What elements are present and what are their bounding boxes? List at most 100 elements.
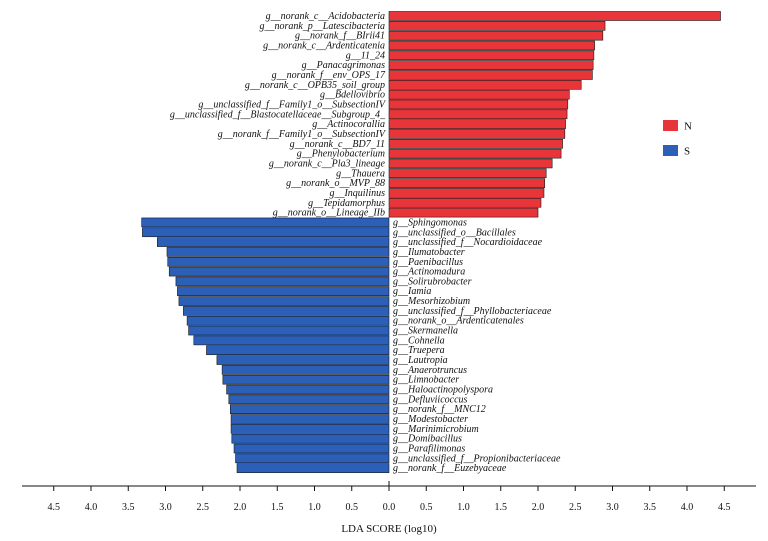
legend-label-S: S	[684, 146, 690, 158]
bar-S-23	[233, 443, 390, 454]
taxon-label: g__Sphingomonas	[393, 217, 467, 228]
bar-S-13	[206, 345, 390, 356]
bar-N-5	[388, 60, 594, 70]
bar-S-8	[178, 296, 390, 306]
bar-N-9	[388, 99, 569, 110]
bar-N-16	[388, 168, 547, 179]
taxon-labels-group: g__norank_c__Acidobacteriag__norank_p__L…	[170, 11, 561, 474]
taxon-label: g__norank_f__Euzebyaceae	[393, 463, 507, 474]
x-tick-label: 1.5	[495, 502, 508, 513]
bar-S-22	[231, 433, 390, 444]
x-tick-label: 1.0	[457, 502, 470, 513]
bar-S-10	[186, 315, 390, 326]
bar-S-12	[193, 335, 390, 346]
x-tick-label: 2.0	[234, 502, 247, 513]
bar-S-15	[221, 365, 390, 375]
x-tick-label: 2.5	[569, 502, 582, 513]
bar-S-16	[222, 374, 390, 385]
legend-swatch-S	[663, 145, 678, 156]
bar-N-12	[388, 129, 566, 139]
x-tick-label: 4.5	[718, 502, 731, 513]
bars-group	[141, 11, 721, 473]
taxon-label: g__norank_o__MVP_88	[286, 178, 385, 189]
taxon-label: g__unclassified_f__Phyllobacteriaceae	[393, 306, 552, 317]
taxon-label: g__Domibacillus	[393, 434, 462, 445]
bar-N-10	[388, 109, 568, 120]
bar-S-1	[142, 227, 390, 238]
taxon-label: g__Paenibacillus	[393, 257, 463, 268]
taxon-label: g__Phenylobacterium	[297, 149, 385, 160]
taxon-label: g__norank_f__env_OPS_17	[272, 70, 386, 81]
bar-S-20	[230, 414, 390, 424]
legend-swatch-N	[663, 120, 678, 131]
x-tick-label: 3.0	[159, 502, 172, 513]
bar-S-3	[166, 247, 390, 257]
taxon-label: g__unclassified_f__Nocardioidaceae	[393, 237, 543, 248]
x-tick-label: 0.5	[420, 502, 433, 513]
taxon-label: g__unclassified_f__Blastocatellaceae__Su…	[170, 109, 386, 120]
x-tick-label: 2.0	[532, 502, 545, 513]
x-axis-title: LDA SCORE (log10)	[341, 523, 437, 535]
bar-S-0	[141, 217, 390, 228]
x-axis: 4.5 4.0 3.5 3.0 2.5 2.0 1.5 1.0 0.5 0.0 0.5 1.0 1.5 2…	[22, 481, 756, 513]
taxon-label: g__Lautropia	[393, 355, 448, 366]
taxon-label: g__norank_f__BIrii41	[295, 31, 385, 42]
taxon-label: g__norank_c__Pla3_lineage	[269, 158, 386, 169]
bar-N-4	[388, 50, 595, 61]
taxon-label: g__Defluviicoccus	[393, 394, 468, 405]
x-tick-label: 2.5	[197, 502, 210, 513]
x-tick-label: 4.5	[48, 502, 61, 513]
taxon-label: g__Inquilinus	[329, 188, 385, 199]
bar-S-25	[236, 463, 390, 473]
taxon-label: g__Truepera	[393, 345, 445, 356]
x-tick-label: 3.5	[644, 502, 657, 513]
taxon-label: g__Haloactinopolyspora	[393, 385, 493, 396]
taxon-label: g__11_24	[346, 50, 385, 61]
bar-S-17	[226, 384, 390, 395]
taxon-label: g__Actinocorallia	[312, 119, 385, 130]
bar-N-14	[388, 148, 562, 159]
taxon-label: g__Mesorhizobium	[393, 296, 470, 307]
x-tick-label: 0.0	[383, 502, 396, 513]
taxon-label: g__Anaerotruncus	[393, 365, 467, 376]
bar-S-19	[230, 404, 390, 415]
taxon-label: g__Parafilimonas	[393, 444, 465, 455]
taxon-label: g__norank_o__Lineage_IIb	[273, 208, 385, 219]
taxon-label: g__norank_f__MNC12	[393, 404, 486, 415]
bar-S-11	[188, 325, 390, 336]
taxon-label: g__Skermanella	[393, 326, 458, 337]
x-tick-label: 0.5	[346, 502, 359, 513]
taxon-label: g__norank_c__Ardenticatenia	[263, 40, 385, 51]
bar-S-6	[175, 276, 390, 287]
bar-N-3	[388, 40, 595, 51]
bar-S-14	[216, 355, 390, 365]
bar-S-2	[157, 237, 390, 247]
bar-N-6	[388, 70, 593, 80]
bar-N-0	[388, 11, 721, 21]
bar-N-8	[388, 89, 570, 100]
taxon-label: g__unclassified_f__Family1_o__Subsection…	[198, 99, 387, 110]
taxon-label: g__Limnobacter	[393, 375, 459, 386]
bar-S-18	[228, 394, 390, 405]
taxon-label: g__Thauera	[336, 168, 385, 179]
taxon-label: g__norank_p__Latescibacteria	[259, 21, 385, 32]
bar-N-7	[388, 80, 582, 90]
bar-N-1	[388, 21, 606, 31]
taxon-label: g__Marinimicrobium	[393, 424, 479, 435]
bar-S-5	[168, 266, 390, 277]
x-tick-label: 4.0	[85, 502, 98, 513]
bar-N-15	[388, 158, 553, 169]
bar-N-20	[388, 207, 539, 218]
x-tick-label: 1.5	[271, 502, 284, 513]
taxon-label: g__Tepidamorphus	[308, 198, 385, 209]
bar-N-18	[388, 188, 545, 198]
taxon-label: g__norank_o__Ardenticatenales	[393, 316, 524, 327]
taxon-label: g__Modestobacter	[393, 414, 468, 425]
taxon-label: g__Panacagrimonas	[302, 60, 385, 71]
taxon-label: g__norank_c__Acidobacteria	[266, 11, 385, 22]
taxon-label: g__Bdellovibrio	[320, 90, 385, 101]
bar-N-17	[388, 178, 546, 188]
bar-S-21	[230, 424, 390, 434]
taxon-label: g__Actinomadura	[393, 267, 465, 278]
